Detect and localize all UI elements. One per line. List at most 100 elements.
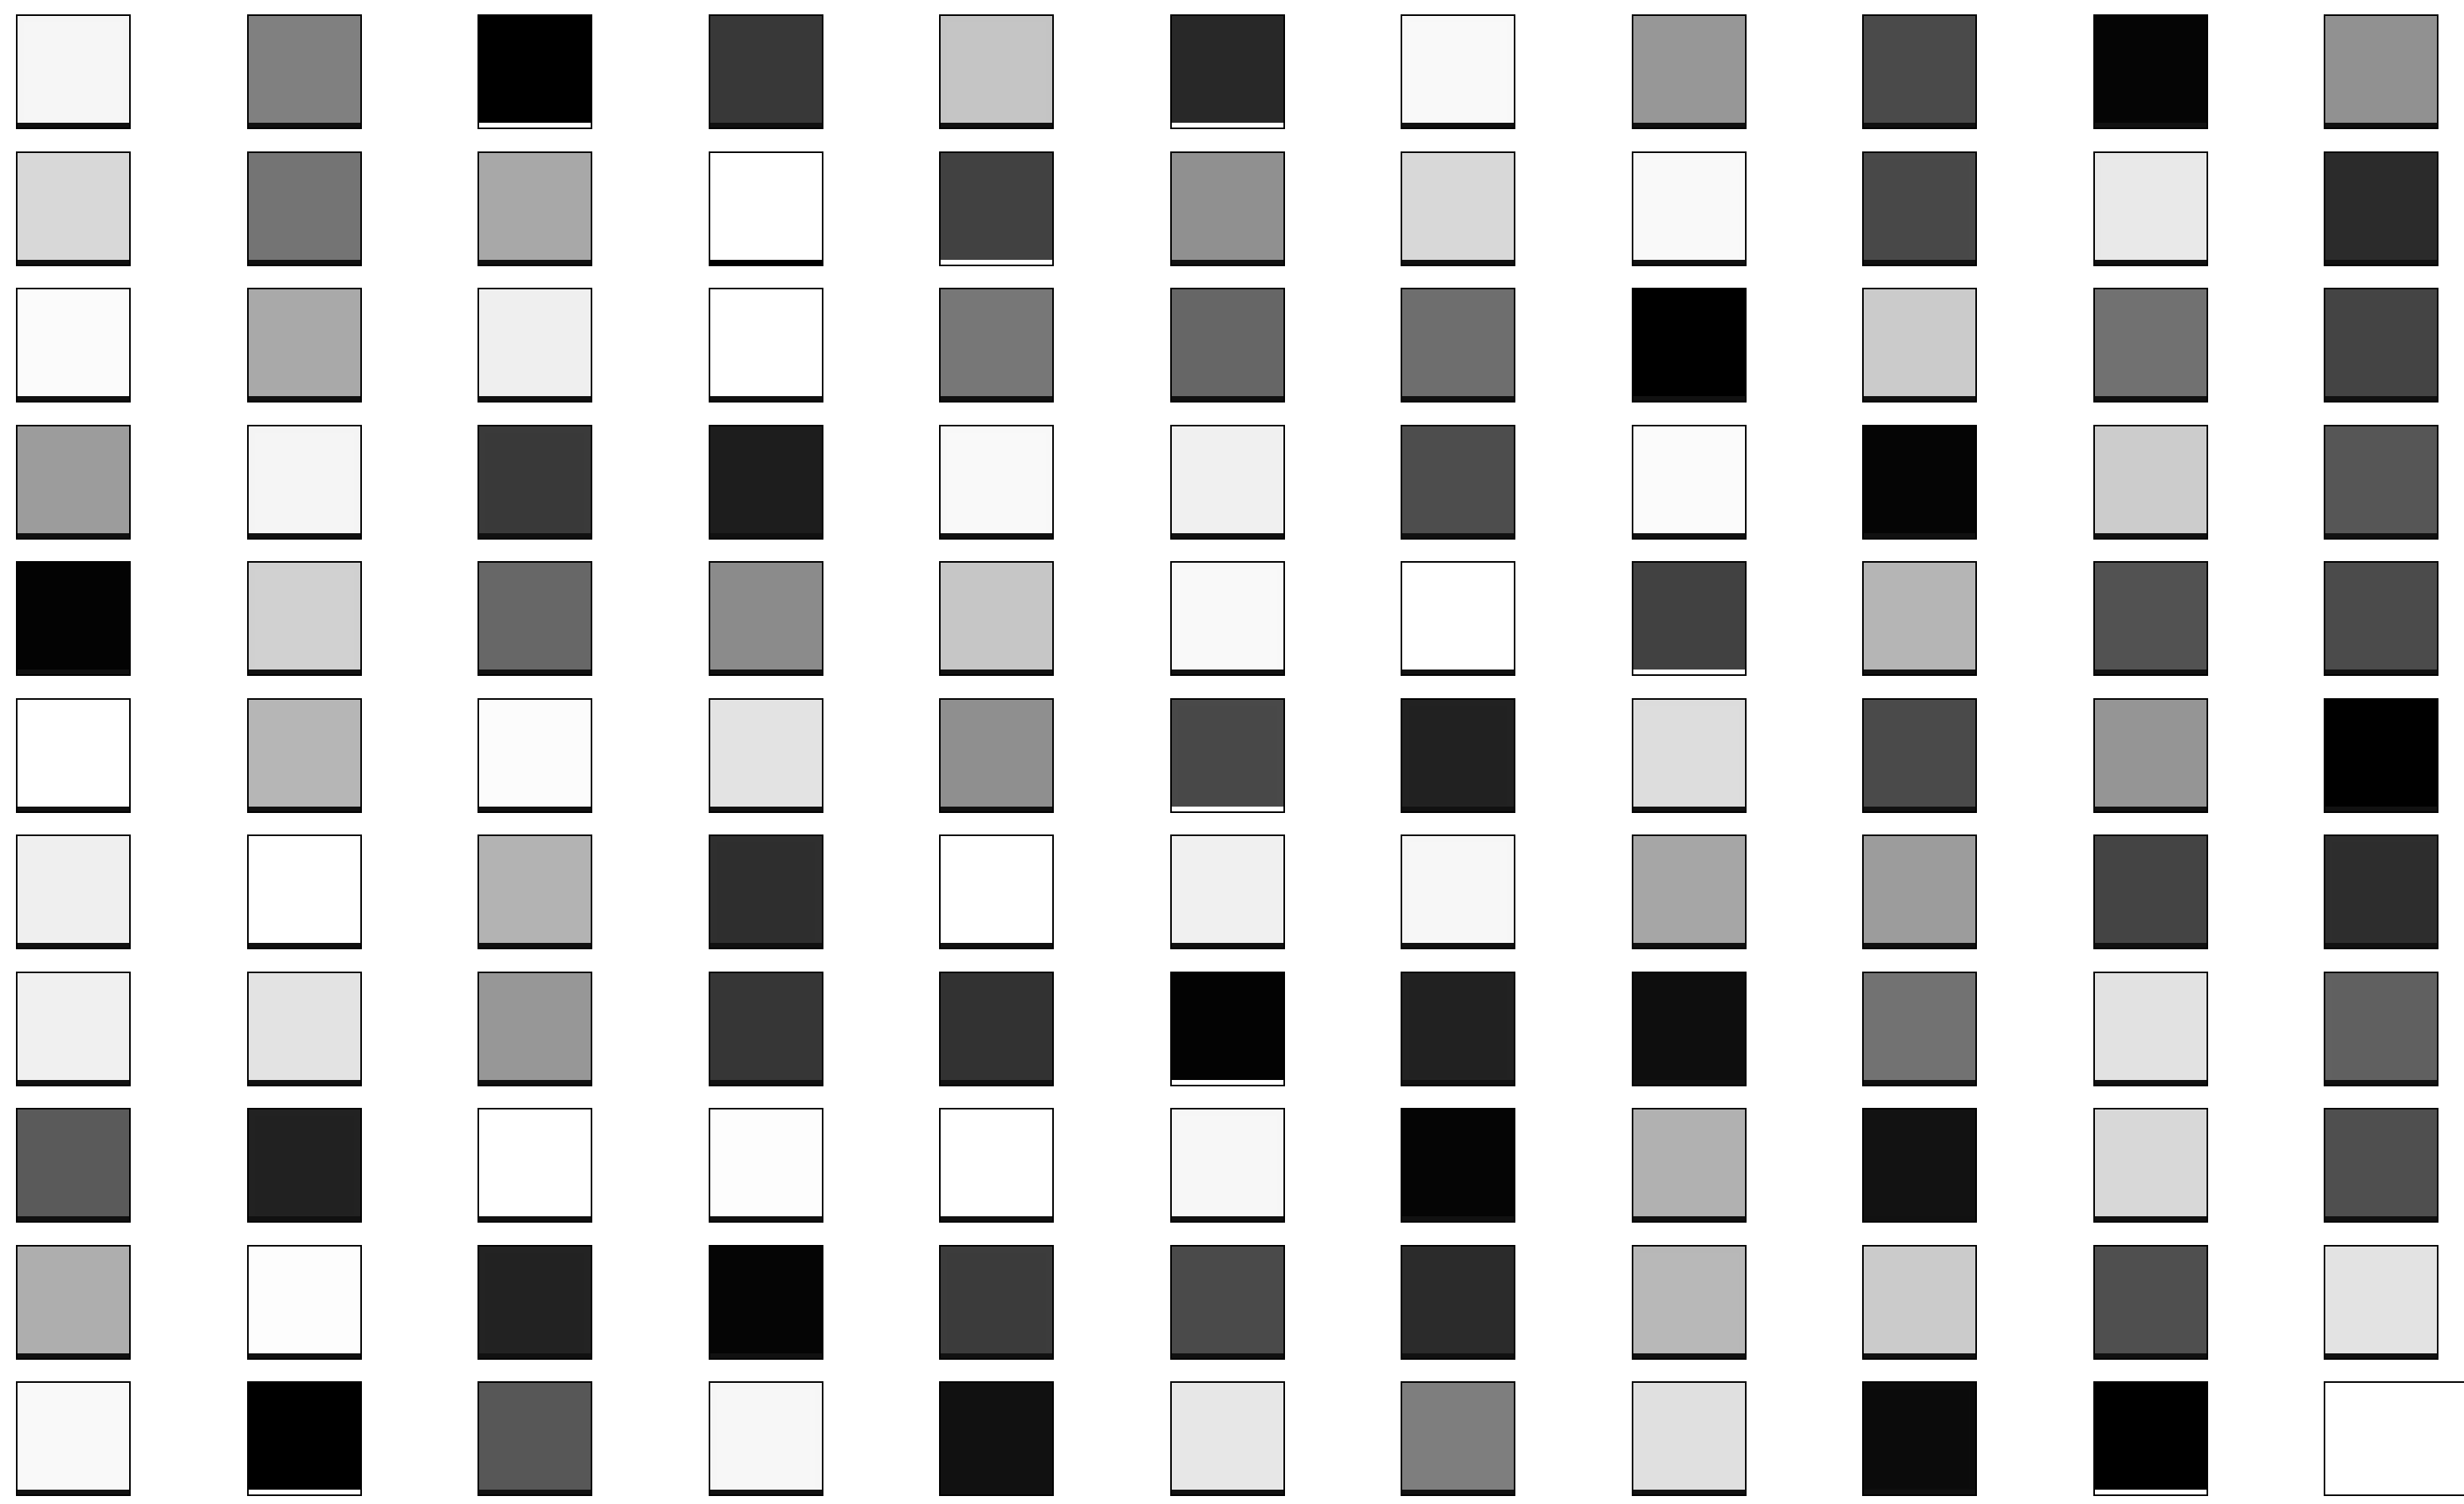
tile-inner [717,296,815,395]
tile-bottom-strip [941,807,1052,811]
tile-inner [1178,980,1277,1078]
tile-inner [485,842,584,941]
tile-inner [1409,706,1507,805]
grid-tile-r7-c2 [247,834,362,949]
tile-bottom-strip [1864,1353,1975,1358]
tile-bottom-strip [2325,1353,2437,1358]
tile-bottom-strip [1172,260,1283,265]
tile-bottom-strip [710,396,822,401]
grid-tile-r8-c1 [16,972,131,1086]
grid-tile-r1-c7 [1401,14,1515,129]
grid-tile-r7-c8 [1632,834,1747,949]
grid-tile-r3-c10 [2093,288,2208,403]
grid-tile-r9-c1 [16,1108,131,1223]
tile-inner [2332,569,2431,668]
grid-tile-r1-c5 [939,14,1054,129]
tile-bottom-strip [1172,1080,1283,1085]
grid-tile-r1-c3 [477,14,592,129]
tile-bottom-strip [1402,1216,1514,1221]
tile-inner [1409,1253,1507,1352]
tile-inner [485,1116,584,1215]
grid-tile-r1-c2 [247,14,362,129]
grid-tile-r6-c9 [1862,698,1977,813]
tile-inner [255,706,354,805]
grid-tile-r6-c8 [1632,698,1747,813]
tile-bottom-strip [2095,396,2207,401]
tile-bottom-strip [2095,533,2207,538]
tile-bottom-strip [710,1216,822,1221]
tile-bottom-strip [1402,396,1514,401]
tile-inner [947,159,1046,258]
grid-tile-r4-c1 [16,425,131,540]
grid-tile-r8-c9 [1862,972,1977,1086]
grid-tile-r3-c11 [2324,288,2438,403]
tile-inner [717,1116,815,1215]
grid-tile-r9-c4 [709,1108,823,1223]
tile-bottom-strip [1402,123,1514,128]
tile-inner [1640,22,1739,121]
tile-inner [1409,569,1507,668]
tile-inner [1870,706,1969,805]
grid-tile-r9-c3 [477,1108,592,1223]
grid-tile-r11-c4 [709,1381,823,1496]
grid-tile-r7-c11 [2324,834,2438,949]
tile-bottom-strip [1402,1353,1514,1358]
grid-tile-r11-c5 [939,1381,1054,1496]
grid-tile-r11-c6 [1170,1381,1285,1496]
tile-inner [485,296,584,395]
grid-tile-r11-c1 [16,1381,131,1496]
tile-inner [717,22,815,121]
grid-tile-r10-c7 [1401,1245,1515,1360]
tile-inner [1870,1389,1969,1488]
grid-tile-r9-c8 [1632,1108,1747,1223]
tile-bottom-strip [710,807,822,811]
grid-tile-r3-c3 [477,288,592,403]
tile-inner [1640,159,1739,258]
tile-inner [717,1253,815,1352]
grid-tile-r8-c5 [939,972,1054,1086]
tile-inner [947,296,1046,395]
tile-inner [255,980,354,1078]
tile-inner [1870,980,1969,1078]
tile-bottom-strip [1864,260,1975,265]
tile-bottom-strip [1402,670,1514,674]
grid-tile-r1-c10 [2093,14,2208,129]
grid-tile-r7-c4 [709,834,823,949]
tile-inner [2101,980,2200,1078]
tile-inner [717,433,815,532]
grid-tile-r7-c5 [939,834,1054,949]
tile-bottom-strip [18,1216,129,1221]
tile-inner [1409,842,1507,941]
grid-tile-r4-c3 [477,425,592,540]
grid-tile-r9-c5 [939,1108,1054,1223]
grid-tile-r4-c7 [1401,425,1515,540]
tile-inner [2101,433,2200,532]
grid-tile-r2-c11 [2324,151,2438,266]
tile-bottom-strip [18,943,129,948]
tile-bottom-strip [18,396,129,401]
tile-bottom-strip [249,533,360,538]
tile-inner [1178,433,1277,532]
tile-inner [24,433,123,532]
grid-tile-r5-c6 [1170,561,1285,676]
tile-bottom-strip [1172,807,1283,811]
tile-bottom-strip [1172,123,1283,128]
tile-bottom-strip [710,1353,822,1358]
grid-tile-r3-c8 [1632,288,1747,403]
tile-bottom-strip [479,260,591,265]
grid-tile-r7-c1 [16,834,131,949]
tile-inner [485,1389,584,1488]
tile-inner [255,569,354,668]
tile-bottom-strip [479,670,591,674]
grid-tile-r10-c5 [939,1245,1054,1360]
tile-inner [1870,159,1969,258]
tile-bottom-strip [2325,670,2437,674]
grid-tile-r3-c6 [1170,288,1285,403]
grid-tile-r3-c2 [247,288,362,403]
tile-inner [485,569,584,668]
grid-tile-r10-c10 [2093,1245,2208,1360]
tile-inner [24,1116,123,1215]
tile-inner [24,22,123,121]
tile-inner [24,842,123,941]
tile-bottom-strip [1172,1353,1283,1358]
